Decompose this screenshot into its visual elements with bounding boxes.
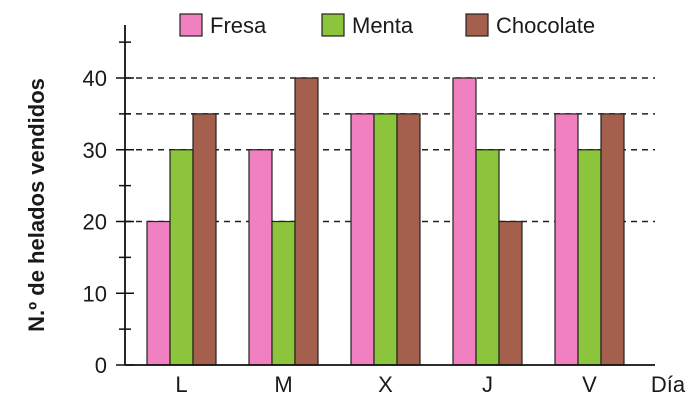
x-axis-title: Día	[651, 372, 686, 394]
bar-fresa-m	[248, 149, 273, 366]
legend-label: Chocolate	[496, 13, 595, 38]
bar-fresa-x	[350, 113, 375, 366]
x-tick-label: J	[482, 372, 493, 394]
y-tick-label: 0	[95, 353, 107, 378]
bar-chocolate-x	[396, 113, 421, 366]
y-tick-label: 20	[83, 210, 107, 235]
legend: Fresa Menta Chocolate	[179, 13, 595, 38]
bars	[146, 77, 625, 366]
legend-label: Fresa	[210, 13, 267, 38]
bar-chocolate-m	[294, 77, 319, 366]
bar-fresa-v	[554, 113, 579, 366]
x-tick-label: V	[582, 372, 597, 394]
bar-menta-x	[373, 113, 398, 366]
bar-fresa-l	[146, 220, 171, 366]
legend-swatch	[465, 13, 489, 37]
y-tick-label: 40	[83, 66, 107, 91]
legend-swatch	[179, 13, 203, 37]
bar-menta-v	[577, 149, 602, 366]
y-tick-label: 30	[83, 138, 107, 163]
x-tick-label: L	[175, 372, 187, 394]
bar-chocolate-v	[600, 113, 625, 366]
y-tick-label: 10	[83, 281, 107, 306]
legend-swatch	[321, 13, 345, 37]
bar-chocolate-j	[498, 220, 523, 366]
bar-fresa-j	[452, 77, 477, 366]
bar-menta-l	[169, 149, 194, 366]
bar-menta-m	[271, 220, 296, 366]
bar-menta-j	[475, 149, 500, 366]
x-tick-label: M	[274, 372, 292, 394]
bar-chocolate-l	[192, 113, 217, 366]
x-tick-label: X	[378, 372, 393, 394]
y-axis-title: N.º de helados vendidos	[24, 78, 49, 332]
legend-label: Menta	[352, 13, 414, 38]
axes: 0 10 20 30 40 L M X J V	[83, 25, 655, 397]
